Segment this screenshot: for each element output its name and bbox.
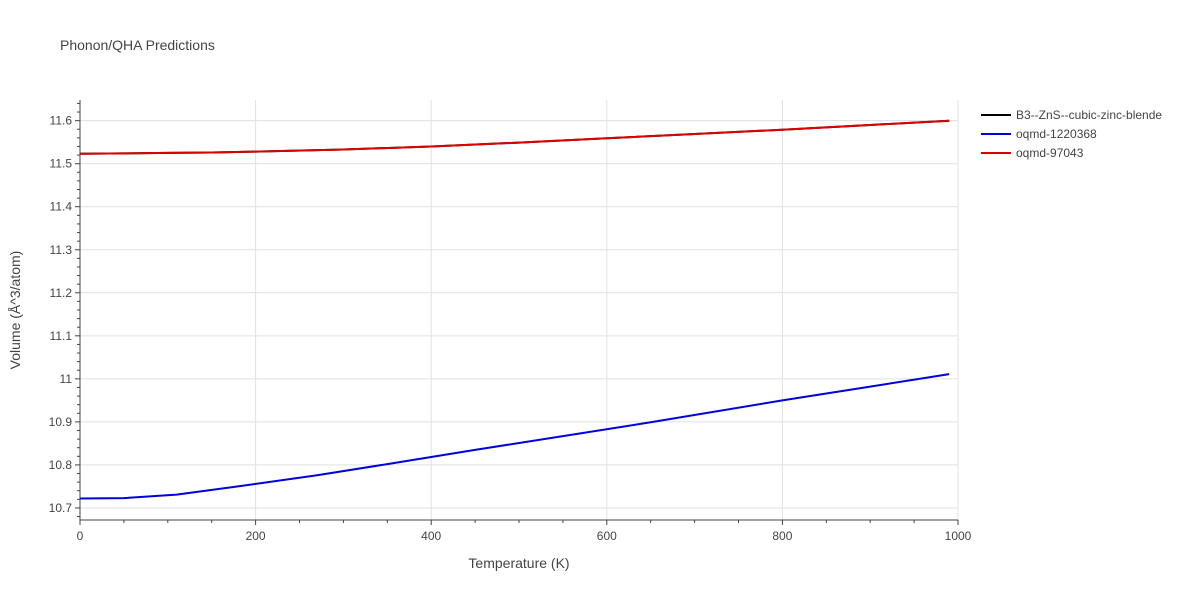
x-tick-label: 600 xyxy=(597,529,617,543)
x-axis-title: Temperature (K) xyxy=(468,555,569,571)
y-tick-label: 10.7 xyxy=(49,501,73,515)
y-tick-label: 11.2 xyxy=(50,286,73,300)
legend: B3--ZnS--cubic-zinc-blende oqmd-1220368 oq… xyxy=(981,108,1162,160)
series-line-1 xyxy=(79,119,950,155)
y-axis-title: Volume (Å^3/atom) xyxy=(7,251,23,370)
chart-title: Phonon/QHA Predictions xyxy=(60,37,215,53)
legend-label-2: oqmd-1220368 xyxy=(1016,127,1097,141)
legend-label-3: oqmd-97043 xyxy=(1016,146,1084,160)
y-tick-label: 11.3 xyxy=(50,243,73,257)
y-tick-label: 11 xyxy=(60,372,73,386)
x-tick-label: 1000 xyxy=(945,529,972,543)
grid xyxy=(80,100,959,520)
x-tick-label: 800 xyxy=(772,529,792,543)
y-tick-label: 11.4 xyxy=(50,200,73,214)
y-tick-label: 10.9 xyxy=(49,415,73,429)
legend-label-1: B3--ZnS--cubic-zinc-blende xyxy=(1016,108,1162,122)
x-tick-label: 0 xyxy=(77,529,84,543)
series-line-2 xyxy=(79,373,950,500)
series-layer xyxy=(79,119,950,500)
x-tick-label: 200 xyxy=(246,529,266,543)
series-line-3 xyxy=(79,119,950,155)
y-tick-label: 10.8 xyxy=(49,458,73,472)
axes: 0 200 400 600 800 1000 10.7 10.8 10.9 11 11.1 11.2 1… xyxy=(49,100,972,543)
y-tick-label: 11.1 xyxy=(50,329,73,343)
y-tick-label: 11.6 xyxy=(50,114,73,128)
x-tick-label: 400 xyxy=(421,529,441,543)
y-tick-label: 11.5 xyxy=(50,157,73,171)
